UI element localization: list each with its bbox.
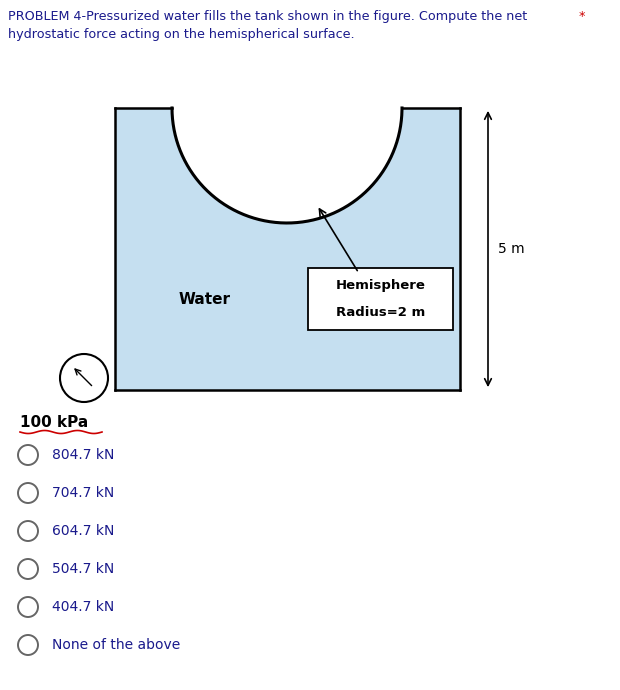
Text: Hemisphere: Hemisphere <box>335 279 425 292</box>
Text: 704.7 kN: 704.7 kN <box>52 486 114 500</box>
Text: 504.7 kN: 504.7 kN <box>52 562 114 576</box>
Text: 404.7 kN: 404.7 kN <box>52 600 114 614</box>
Polygon shape <box>115 108 460 390</box>
Text: Water: Water <box>179 293 231 308</box>
Text: PROBLEM 4-Pressurized water fills the tank shown in the figure. Compute the net: PROBLEM 4-Pressurized water fills the ta… <box>8 10 527 23</box>
FancyBboxPatch shape <box>308 268 453 330</box>
Text: None of the above: None of the above <box>52 638 180 652</box>
Text: 604.7 kN: 604.7 kN <box>52 524 114 538</box>
Text: *: * <box>575 10 585 23</box>
Text: Radius=2 m: Radius=2 m <box>336 306 425 319</box>
Text: 5 m: 5 m <box>498 242 525 256</box>
Text: hydrostatic force acting on the hemispherical surface.: hydrostatic force acting on the hemisphe… <box>8 28 355 41</box>
Text: 804.7 kN: 804.7 kN <box>52 448 114 462</box>
Text: 100 kPa: 100 kPa <box>20 415 88 430</box>
